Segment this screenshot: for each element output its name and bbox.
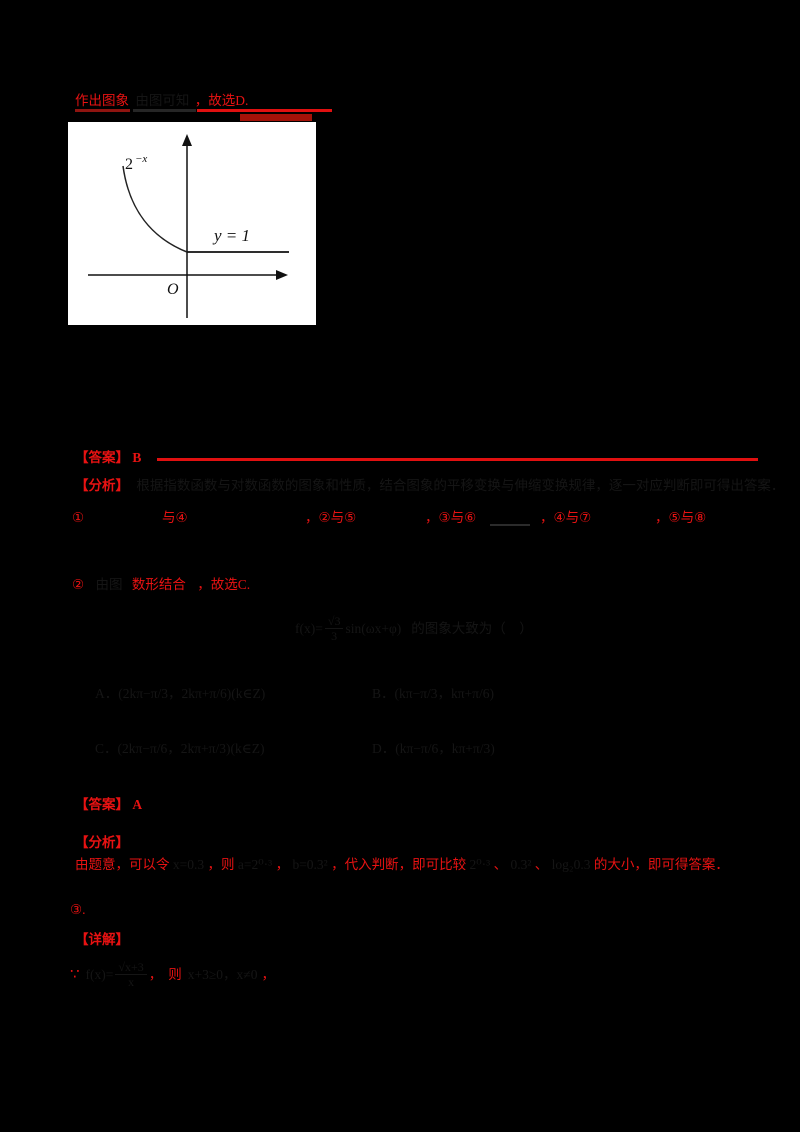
solution1-tail: ，故选D. (194, 93, 249, 108)
solution-line-1: 作出图象 由图可知 ，故选D. (75, 91, 248, 111)
sec3-conclusion: ，故选C. (197, 577, 251, 592)
blank-answer-4: ，③与⑥ (425, 510, 477, 525)
x-axis-arrow-icon (276, 270, 288, 280)
sec4-answer-label: 【答案】 (75, 797, 129, 812)
sec3-item-no: ② (72, 577, 85, 592)
stem-prefix: f(x)= (295, 620, 323, 636)
option-c: C．(2kπ−π/6，2kπ+π/3)(k∈Z) (95, 741, 265, 756)
analysis-run-9: 、 (493, 857, 508, 872)
sec4-detail-label-row: 【详解】 (75, 930, 129, 950)
solution1-mid: 由图可知 (135, 93, 190, 108)
option-d: D．(kπ−π/6，kπ+π/3) (372, 741, 495, 756)
red-highlight-bar (240, 114, 312, 121)
sec2-analysis-row: 【分析】 根据指数函数与对数函数的图象和性质，结合图象的平移变换与伸缩变换规律，… (75, 476, 784, 496)
underline-segment-2 (133, 109, 196, 112)
sec2-answer-label: 【答案】 (75, 450, 129, 465)
option-a: A．(2kπ−π/3，2kπ+π/6)(k∈Z) (95, 686, 266, 701)
analysis-run-6: b=0.3² (292, 857, 328, 872)
sec4-answer-value: A (132, 797, 143, 812)
origin-label: O (167, 281, 179, 298)
analysis-run-4: a=2⁰·³ (237, 857, 273, 872)
sec4-detail-row: ∵ f(x)= √x+3 x ， 则 x+3≥0，x≠0 ， (70, 960, 275, 989)
sec4-item-row: ③. (70, 900, 85, 920)
analysis-run-1: 由题意，可以令 (75, 857, 170, 872)
stem-fraction-denominator: 3 (331, 629, 338, 643)
stem-suffix: sin(ωx+φ) (345, 620, 402, 636)
asymptote-label: y = 1 (212, 226, 250, 245)
analysis-run-12: log₂0.3 (551, 857, 591, 872)
sec3-gap-text: 由图 (95, 577, 123, 592)
sec2-answer-value: B (132, 450, 142, 465)
analysis-run-5: ， (275, 857, 290, 872)
analysis-run-11: 、 (534, 857, 549, 872)
sec3-method-text: 数形结合 (131, 577, 186, 592)
solution1-lead: 作出图象 (75, 93, 129, 108)
blank-answer-5: ，④与⑦ (540, 510, 592, 525)
sec3-item-row: ② 由图 数形结合 ，故选C. (72, 575, 250, 595)
analysis-run-7: ，代入判断，即可比较 (331, 857, 467, 872)
detail-fraction-numerator: √x+3 (115, 960, 147, 975)
sec4-item-no: ③. (70, 902, 86, 917)
blank-answer-6: ，⑤与⑧ (655, 510, 707, 525)
sec2-blanks-row: ① 与④ ，②与⑤ ，③与⑥ ，④与⑦ ，⑤与⑧ (0, 508, 800, 530)
blank-underline (490, 524, 530, 526)
sec2-analysis-text: 根据指数函数与对数函数的图象和性质，结合图象的平移变换与伸缩变换规律，逐一对应判… (136, 478, 785, 493)
detail-condition: x+3≥0，x≠0 (187, 966, 258, 982)
detail-fraction-denominator: x (128, 975, 135, 989)
sec4-analysis-label-row: 【分析】 (75, 833, 129, 853)
analysis-run-8: 2⁰·³ (469, 857, 491, 872)
exponential-curve (122, 165, 188, 253)
sec2-answer-line (157, 458, 758, 461)
sec2-analysis-label: 【分析】 (75, 478, 129, 493)
analysis-run-10: 0.3² (510, 857, 532, 872)
graph-image: 2 −x y = 1 O (68, 122, 316, 325)
analysis-run-3: ，则 (207, 857, 235, 872)
blank-answer-3: ，②与⑤ (305, 510, 357, 525)
detail-then-word: 则 (168, 966, 182, 982)
blank-answer-1: ① (72, 510, 85, 525)
because-symbol: ∵ (70, 966, 80, 983)
stem-fraction-numerator: √3 (324, 614, 344, 629)
sec4-analysis-text-row: 由题意，可以令 x=0.3 ，则 a=2⁰·³ ， b=0.3² ，代入判断，即… (75, 855, 765, 875)
blank-answer-2: 与④ (162, 510, 188, 525)
analysis-run-2: x=0.3 (172, 857, 205, 872)
detail-comma-2: ， (261, 966, 275, 982)
stem-fraction: √3 3 (324, 614, 344, 643)
sec4-answer-row: 【答案】 A (75, 795, 142, 815)
stem-tail: 的图象大致为（ ） (411, 620, 533, 636)
curve-label-base: 2 (125, 156, 133, 173)
underline-segment-3 (197, 109, 332, 112)
detail-fraction: √x+3 x (115, 960, 147, 989)
exponential-graph-svg: 2 −x y = 1 O (88, 134, 289, 318)
y-axis-arrow-icon (182, 134, 192, 146)
sec4-detail-label: 【详解】 (75, 932, 129, 947)
sec3-stem-row: f(x)= √3 3 sin(ωx+φ) 的图象大致为（ ） (295, 614, 533, 643)
curve-label-exponent: −x (135, 153, 147, 165)
sec2-answer-row: 【答案】 B (75, 448, 141, 468)
sec4-analysis-label: 【分析】 (75, 835, 129, 850)
underline-segment-1 (75, 109, 130, 112)
detail-comma-1: ， (148, 966, 163, 982)
option-b: B．(kπ−π/3，kπ+π/6) (372, 686, 494, 701)
analysis-run-13: 的大小，即可得答案． (593, 857, 729, 872)
detail-formula-prefix: f(x)= (85, 966, 114, 982)
